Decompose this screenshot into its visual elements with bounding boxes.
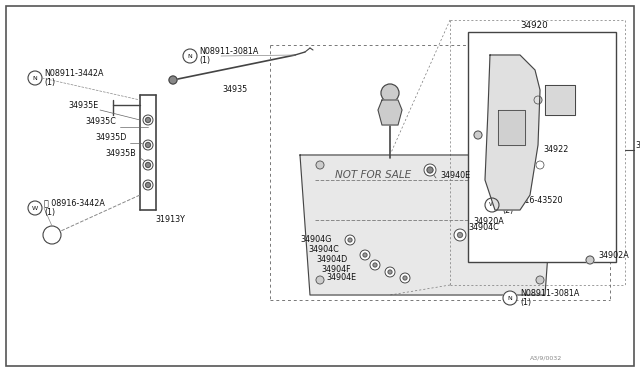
Circle shape <box>183 49 197 63</box>
Circle shape <box>145 142 150 148</box>
Circle shape <box>28 71 42 85</box>
Text: (1): (1) <box>520 298 531 308</box>
Text: N: N <box>188 54 193 58</box>
Circle shape <box>534 96 542 104</box>
Text: N: N <box>33 76 37 80</box>
Circle shape <box>474 131 482 139</box>
Circle shape <box>316 161 324 169</box>
Text: 34935E: 34935E <box>68 100 99 109</box>
Text: NOT FOR SALE: NOT FOR SALE <box>335 170 411 180</box>
Text: 34904C: 34904C <box>468 224 499 232</box>
Text: 34902A: 34902A <box>598 251 628 260</box>
Circle shape <box>586 256 594 264</box>
Text: Ⓜ 08916-43520: Ⓜ 08916-43520 <box>502 196 563 205</box>
Polygon shape <box>300 155 555 295</box>
Text: 34904G: 34904G <box>300 235 332 244</box>
Circle shape <box>388 270 392 274</box>
Circle shape <box>360 250 370 260</box>
Circle shape <box>169 76 177 84</box>
Circle shape <box>143 140 153 150</box>
Circle shape <box>345 235 355 245</box>
Text: 34904C: 34904C <box>308 246 339 254</box>
Text: N08911-3442A: N08911-3442A <box>44 68 104 77</box>
Circle shape <box>363 253 367 257</box>
Text: (1): (1) <box>199 57 210 65</box>
Text: 34940E: 34940E <box>440 170 470 180</box>
Text: 34935: 34935 <box>222 86 247 94</box>
Circle shape <box>381 84 399 102</box>
Text: A3/9/0032: A3/9/0032 <box>530 356 563 360</box>
Circle shape <box>458 232 463 237</box>
Circle shape <box>385 267 395 277</box>
Circle shape <box>370 260 380 270</box>
Circle shape <box>400 273 410 283</box>
Text: N08911-3081A: N08911-3081A <box>199 46 259 55</box>
Circle shape <box>403 276 407 280</box>
Circle shape <box>536 276 544 284</box>
Text: N08911-3081A: N08911-3081A <box>520 289 579 298</box>
Text: W: W <box>32 205 38 211</box>
Circle shape <box>143 180 153 190</box>
Circle shape <box>145 163 150 167</box>
Circle shape <box>43 226 61 244</box>
Polygon shape <box>378 100 402 125</box>
Polygon shape <box>485 55 540 210</box>
Circle shape <box>503 291 517 305</box>
Text: 34904D: 34904D <box>316 256 348 264</box>
Text: (1): (1) <box>44 78 55 87</box>
Circle shape <box>485 198 499 212</box>
Circle shape <box>424 164 436 176</box>
Circle shape <box>427 167 433 173</box>
Circle shape <box>143 115 153 125</box>
Text: (1): (1) <box>44 208 55 218</box>
Text: 34935B: 34935B <box>105 148 136 157</box>
Polygon shape <box>545 85 575 115</box>
Text: N: N <box>508 295 513 301</box>
Text: 34904F: 34904F <box>321 264 351 273</box>
Circle shape <box>536 161 544 169</box>
Text: 31913Y: 31913Y <box>155 215 185 224</box>
Text: Ⓜ 08916-3442A: Ⓜ 08916-3442A <box>44 199 105 208</box>
Circle shape <box>454 229 466 241</box>
Text: 34902: 34902 <box>635 141 640 150</box>
Text: 34920: 34920 <box>520 22 548 31</box>
Text: W: W <box>489 202 495 208</box>
Text: 34904E: 34904E <box>326 273 356 282</box>
Circle shape <box>143 160 153 170</box>
Text: 34935C: 34935C <box>85 118 116 126</box>
Text: (2): (2) <box>502 205 513 215</box>
Circle shape <box>348 238 352 242</box>
Circle shape <box>145 118 150 122</box>
Text: 34920A: 34920A <box>473 218 504 227</box>
Text: 34935D: 34935D <box>95 134 126 142</box>
Bar <box>468 32 616 262</box>
Circle shape <box>145 183 150 187</box>
Circle shape <box>316 276 324 284</box>
Text: 34922: 34922 <box>543 145 568 154</box>
Circle shape <box>373 263 377 267</box>
Polygon shape <box>498 110 525 145</box>
Circle shape <box>28 201 42 215</box>
